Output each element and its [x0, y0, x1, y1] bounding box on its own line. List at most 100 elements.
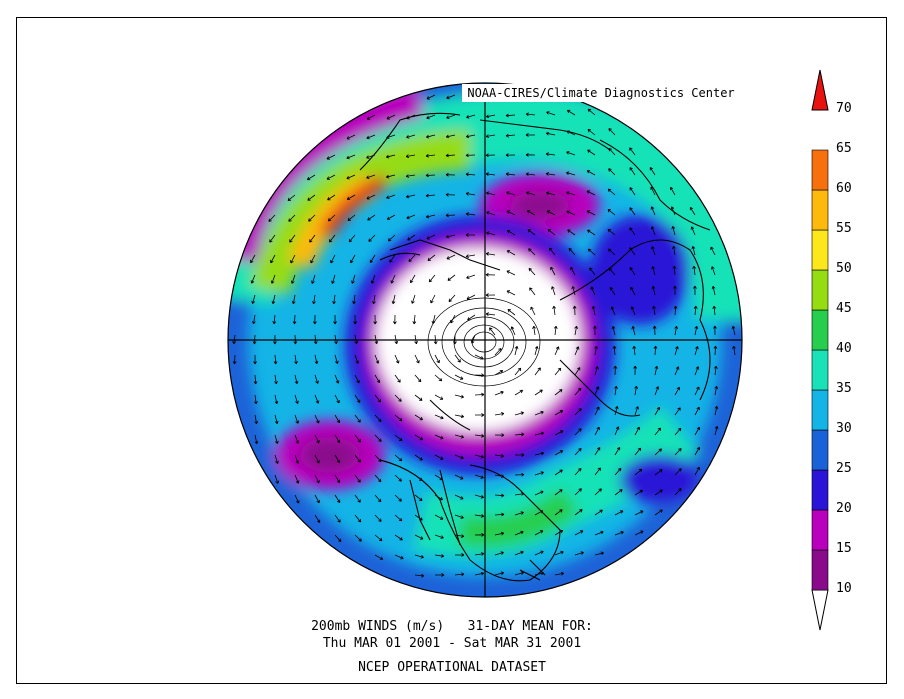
wind-arrow: [514, 411, 524, 416]
polar-contours: [427, 297, 541, 387]
wind-arrow: [586, 170, 596, 176]
wind-arrow: [554, 450, 564, 456]
wind-arrow: [554, 571, 565, 576]
wind-arrow: [369, 254, 376, 264]
wind-arrow: [608, 128, 616, 136]
wind-arrow: [274, 394, 279, 405]
wind-arrow: [354, 414, 361, 423]
wind-arrow: [294, 394, 299, 404]
wind-arrow: [334, 474, 341, 484]
wind-arrow: [651, 266, 656, 276]
wind-arrow: [574, 530, 584, 536]
color-bar-tick-label: 45: [836, 301, 852, 316]
wind-arrow: [713, 325, 717, 336]
wind-arrow: [494, 531, 505, 536]
wind-arrow: [434, 534, 444, 539]
wind-arrow: [594, 488, 602, 496]
wind-arrow: [634, 447, 642, 456]
wind-arrow: [292, 314, 297, 325]
color-bar-tick-label: 30: [836, 421, 852, 436]
wind-arrow: [354, 534, 362, 542]
wind-arrow: [554, 367, 562, 376]
wind-arrow: [270, 274, 276, 284]
wind-arrow: [714, 426, 719, 436]
wind-arrow: [614, 385, 618, 396]
wind-arrow: [294, 474, 300, 484]
wind-arrow: [632, 345, 637, 356]
wind-arrow: [485, 293, 496, 297]
color-bar-tick-label: 70: [836, 101, 852, 116]
wind-arrow: [269, 234, 276, 243]
wind-arrow: [528, 267, 536, 276]
wind-arrow: [466, 274, 476, 279]
color-bar-segment: [811, 549, 829, 591]
wind-arrow: [474, 532, 485, 537]
wind-arrow: [608, 248, 616, 256]
color-bar-segment: [811, 389, 829, 431]
wind-arrow: [494, 551, 504, 556]
wind-arrow: [314, 454, 320, 464]
wind-arrow: [586, 210, 596, 216]
wind-arrow: [506, 210, 516, 216]
wind-arrow: [474, 494, 484, 499]
wind-arrow: [609, 287, 616, 296]
wind-arrow: [251, 294, 256, 304]
wind-arrow: [650, 206, 656, 216]
wind-arrow: [294, 454, 300, 464]
wind-arrow: [574, 488, 582, 496]
wind-arrow: [274, 374, 278, 385]
wind-arrow: [474, 433, 485, 438]
wind-arrow: [414, 374, 422, 383]
wind-arrow: [334, 534, 342, 543]
wind-arrow: [334, 374, 340, 384]
color-bar-tick-label: 10: [836, 581, 852, 596]
wind-arrow: [629, 207, 636, 216]
wind-arrow: [505, 172, 516, 177]
wind-arrow: [587, 129, 596, 136]
wind-arrow: [530, 306, 536, 316]
wind-arrow: [534, 530, 544, 536]
caption-line-1: 200mb WINDS (m/s) 31-DAY MEAN FOR:: [311, 619, 593, 634]
wind-arrow: [334, 354, 339, 364]
wind-arrow: [485, 272, 496, 277]
wind-arrow: [331, 274, 336, 284]
wind-arrow: [254, 414, 258, 425]
plot-frame: [16, 17, 887, 684]
wind-arrow: [346, 174, 356, 180]
wind-arrow: [394, 434, 403, 442]
wind-arrow: [426, 94, 436, 100]
wind-arrow: [670, 186, 676, 196]
wind-arrow: [731, 325, 736, 336]
wind-arrow: [308, 214, 316, 222]
wind-arrow: [589, 267, 596, 276]
wind-arrow: [354, 514, 362, 523]
wind-arrow: [454, 354, 461, 363]
wind-arrow: [711, 266, 716, 276]
wind-arrow: [486, 211, 496, 216]
wind-arrow: [314, 374, 319, 384]
wind-arrow: [694, 426, 700, 436]
color-bar-tick-label: 60: [836, 181, 852, 196]
wind-arrow: [506, 270, 516, 276]
wind-arrow: [554, 410, 564, 416]
wind-arrow: [587, 229, 596, 236]
wind-arrow: [634, 510, 644, 516]
wind-arrow: [368, 234, 376, 242]
wind-arrow: [454, 494, 464, 500]
wind-arrow: [306, 174, 316, 181]
color-bar-tick-label: 40: [836, 341, 852, 356]
wind-arrow: [649, 167, 656, 176]
wind-arrow: [506, 191, 516, 196]
wind-arrow: [630, 306, 636, 316]
wind-arrow: [289, 234, 296, 243]
wind-arrow: [445, 153, 456, 158]
wind-arrow: [346, 134, 356, 140]
wind-arrow: [674, 407, 681, 416]
wind-arrow: [554, 509, 563, 516]
wind-arrow: [654, 386, 660, 396]
wind-arrow: [593, 325, 597, 336]
wind-arrow: [414, 394, 423, 401]
wind-arrow: [654, 509, 663, 516]
wind-arrow: [514, 432, 525, 437]
wind-arrow: [507, 309, 516, 316]
